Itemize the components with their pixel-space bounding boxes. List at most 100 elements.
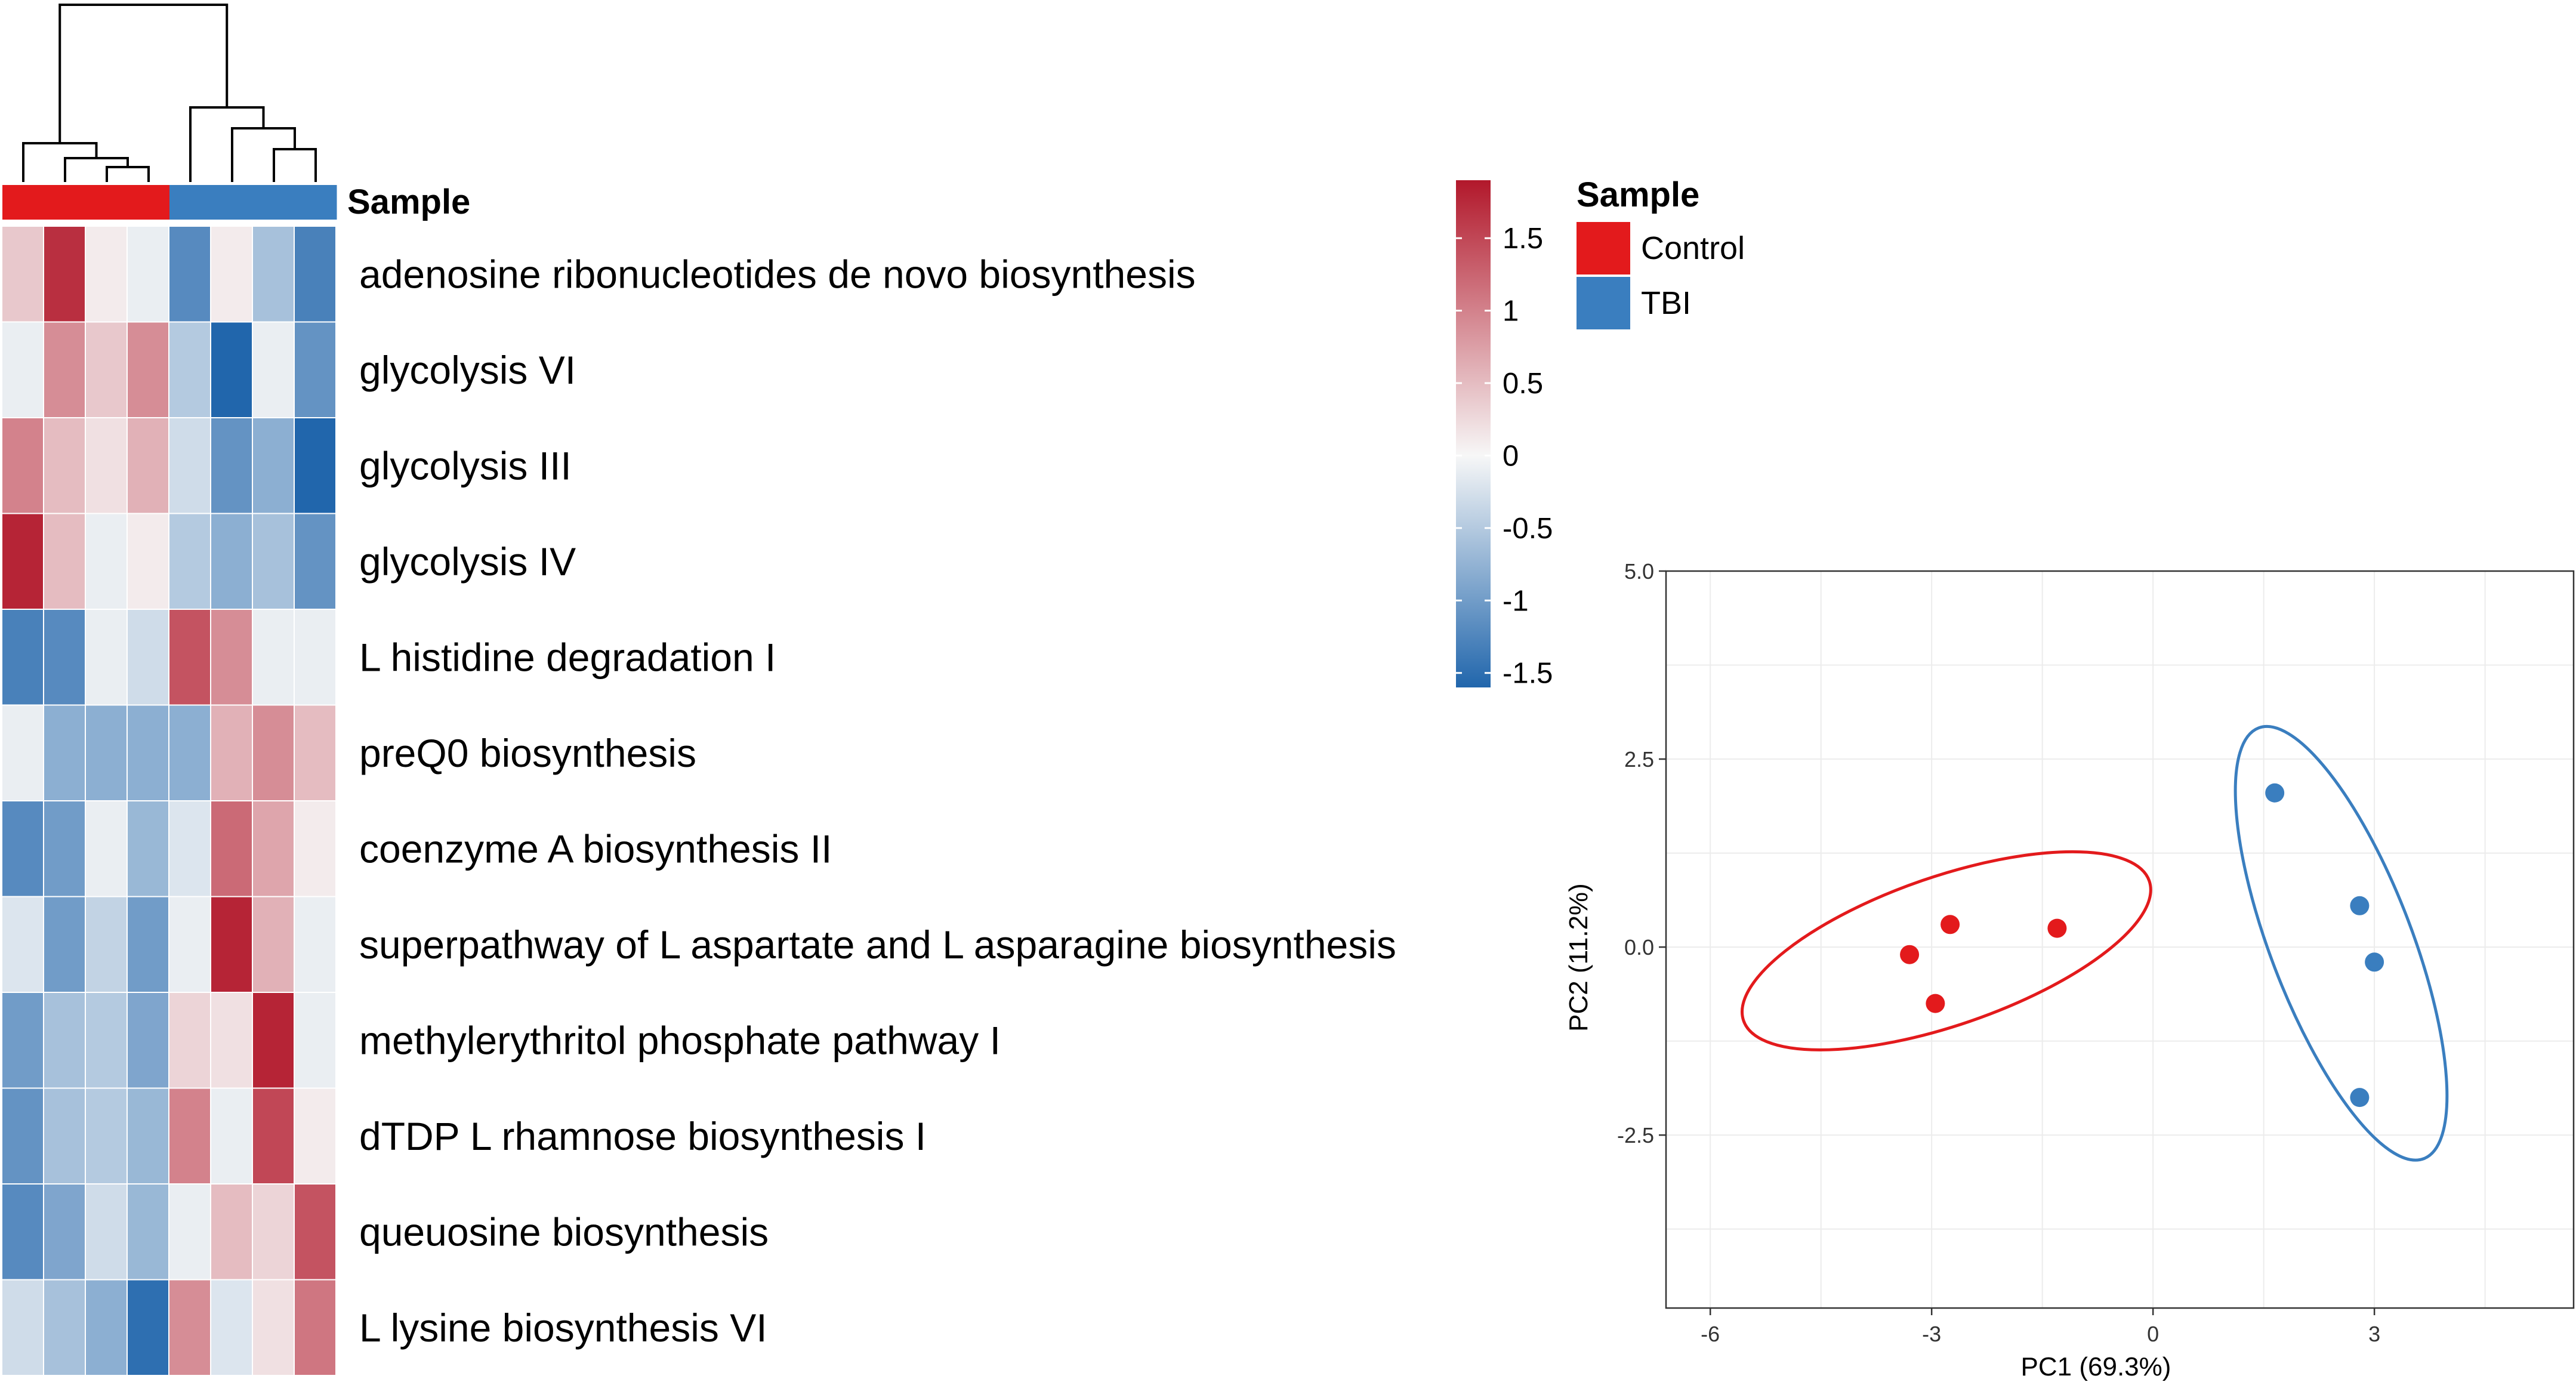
dendrogram-branch (273, 148, 317, 182)
color-scale-tick-label: 1 (1503, 295, 1519, 328)
heatmap-cell (128, 514, 168, 609)
sample-annotation-bar (2, 185, 337, 220)
color-scale-ticks: 1.5 1 0.5 0 -0.5 -1 -1.5 (1456, 223, 1553, 690)
annotation-label: Sample (347, 183, 470, 221)
heatmap-cell (128, 610, 168, 705)
data-point (1926, 994, 1945, 1013)
heatmap-cell (86, 322, 127, 417)
heatmap-cell (2, 418, 43, 513)
heatmap-cell (253, 514, 294, 609)
heatmap-cell (211, 1088, 252, 1183)
heatmap-cell (295, 801, 335, 896)
heatmap-cell (128, 801, 168, 896)
row-label: L lysine biosynthesis VI (359, 1306, 767, 1350)
heatmap-cell (295, 322, 335, 417)
heatmap-cell (44, 993, 85, 1088)
annotation-cell (295, 185, 337, 220)
heatmap-cell (295, 1280, 335, 1375)
heatmap-cell (128, 1185, 168, 1279)
heatmap-cell (2, 801, 43, 896)
heatmap-cell (86, 897, 127, 992)
legend-entries: Control TBI (1577, 222, 1745, 329)
heatmap-cell (128, 322, 168, 417)
heatmap-cell (86, 418, 127, 513)
heatmap-cell (169, 705, 210, 800)
row-label: coenzyme A biosynthesis II (359, 826, 832, 871)
heatmap-cell (128, 418, 168, 513)
heatmap-cell (295, 705, 335, 800)
annotation-cell (128, 185, 170, 220)
annotation-cell (44, 185, 87, 220)
color-scale-tick-label: 0 (1503, 440, 1519, 472)
color-scale-tick-label: 0.5 (1503, 368, 1543, 400)
heatmap-cell (2, 322, 43, 417)
heatmap-cell (253, 227, 294, 322)
row-label: glycolysis III (359, 443, 572, 488)
heatmap-cell (295, 418, 335, 513)
pca-ellipses (1741, 724, 2449, 1162)
heatmap-cell (44, 322, 85, 417)
color-scale-bar (1456, 180, 1491, 687)
heatmap-cell (253, 322, 294, 417)
data-point (2047, 918, 2067, 938)
heatmap-cell (169, 801, 210, 896)
heatmap-cell (2, 1185, 43, 1279)
heatmap-cell (44, 514, 85, 609)
y-tick-label: 2.5 (1624, 747, 1654, 772)
data-point (2350, 1088, 2370, 1108)
sample-legend: Sample Control TBI (1577, 175, 1745, 329)
color-scale-tick-label: -0.5 (1503, 513, 1553, 545)
heatmap-cells (2, 227, 335, 1375)
dendrogram-branch (231, 127, 296, 182)
heatmap-cell (169, 514, 210, 609)
heatmap-cell (128, 227, 168, 322)
heatmap-cell (211, 322, 252, 417)
heatmap-cell (211, 897, 252, 992)
heatmap-cell (295, 514, 335, 609)
row-labels: adenosine ribonucleotides de novo biosyn… (359, 252, 1396, 1350)
heatmap-cell (86, 1185, 127, 1279)
heatmap-cell (295, 227, 335, 322)
dendrogram-branch (22, 142, 98, 182)
heatmap-cell (44, 705, 85, 800)
heatmap-cell (295, 993, 335, 1088)
heatmap-cell (2, 1088, 43, 1183)
data-point (2365, 952, 2384, 972)
pca-plot: -6 -3 0 3 5.0 2.5 0.0 -2.5 PC1 (69.3%) PC2 (11.… (1564, 559, 2575, 1381)
heatmap-cell (253, 801, 294, 896)
heatmap-cell (2, 227, 43, 322)
heatmap-cell (86, 514, 127, 609)
data-point (2265, 783, 2285, 803)
heatmap-cell (169, 322, 210, 417)
heatmap-cell (169, 227, 210, 322)
row-label: queuosine biosynthesis (359, 1210, 769, 1254)
column-dendrogram (22, 4, 317, 182)
heatmap-cell (86, 705, 127, 800)
x-tick-label: 0 (2147, 1322, 2159, 1346)
heatmap-cell (169, 610, 210, 705)
data-point (2350, 896, 2370, 915)
confidence-ellipse (1741, 850, 2152, 1051)
heatmap-cell (128, 993, 168, 1088)
heatmap-cell (86, 1280, 127, 1375)
dendrogram-branch (189, 106, 265, 182)
dendrogram-branch (106, 166, 150, 182)
heatmap-cell (2, 993, 43, 1088)
legend-title: Sample (1577, 175, 1699, 214)
annotation-cell (211, 185, 254, 220)
heatmap-cell (211, 993, 252, 1088)
annotation-cell (2, 185, 45, 220)
heatmap-cell (211, 801, 252, 896)
heatmap-cell (169, 1088, 210, 1183)
heatmap-cell (86, 801, 127, 896)
y-tick-label: 0.0 (1624, 935, 1654, 960)
heatmap-cell (295, 1185, 335, 1279)
heatmap-cell (253, 418, 294, 513)
heatmap-cell (2, 514, 43, 609)
row-label: glycolysis VI (359, 348, 576, 392)
row-label: superpathway of L aspartate and L aspara… (359, 923, 1396, 967)
heatmap-cell (86, 1088, 127, 1183)
heatmap-cell (128, 1088, 168, 1183)
pca-grid (1666, 571, 2574, 1308)
